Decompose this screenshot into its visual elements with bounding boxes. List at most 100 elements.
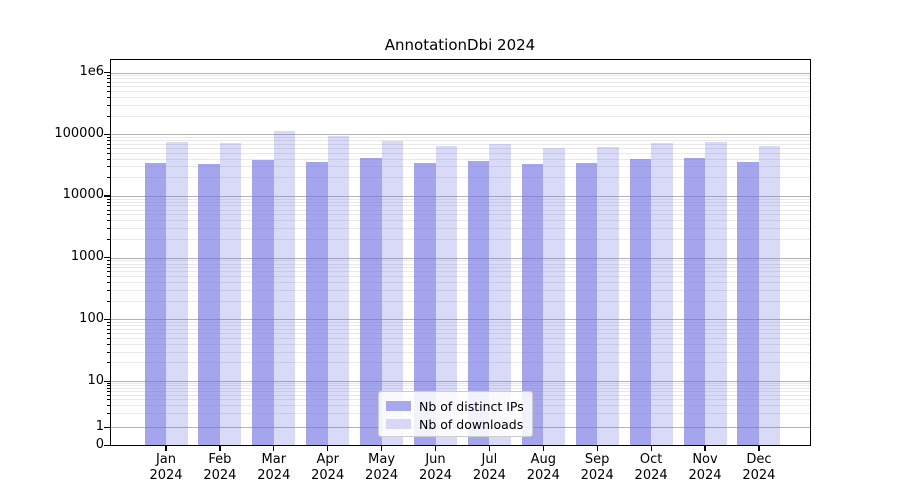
major-gridline <box>110 257 810 259</box>
minor-gridline <box>110 115 810 117</box>
x-tick-label: Mar 2024 <box>244 452 304 484</box>
bar-nb-of-distinct-ips-jun <box>414 162 436 445</box>
y-axis-tick <box>104 133 110 135</box>
minor-gridline <box>110 343 810 345</box>
y-axis-minor-tick <box>107 385 110 387</box>
y-axis-minor-tick <box>107 282 110 284</box>
minor-gridline <box>110 152 810 154</box>
month-label: Apr <box>316 452 339 467</box>
minor-gridline <box>110 91 810 93</box>
minor-gridline <box>110 276 810 278</box>
bar-nb-of-distinct-ips-may <box>360 157 382 445</box>
year-label: 2024 <box>688 468 722 483</box>
minor-gridline <box>110 220 810 222</box>
x-tick-label: Apr 2024 <box>298 452 358 484</box>
y-axis-minor-tick <box>107 325 110 327</box>
minor-gridline <box>110 201 810 203</box>
major-gridline <box>110 134 810 136</box>
y-axis-minor-tick <box>107 220 110 222</box>
minor-gridline <box>110 271 810 273</box>
y-axis-tick <box>104 195 110 197</box>
minor-gridline <box>110 214 810 216</box>
year-label: 2024 <box>472 468 506 483</box>
minor-gridline <box>110 332 810 334</box>
month-label: Jul <box>481 452 498 467</box>
y-axis-minor-tick <box>107 276 110 278</box>
minor-gridline <box>110 385 810 387</box>
y-axis-minor-tick <box>107 362 110 364</box>
bar-nb-of-distinct-ips-sep <box>575 163 598 445</box>
month-label: Jan <box>155 452 177 467</box>
y-axis-minor-tick <box>107 388 110 390</box>
bar-nb-of-downloads-apr <box>327 135 350 445</box>
y-axis-minor-tick <box>107 391 110 393</box>
bar-nb-of-downloads-jun <box>435 145 457 445</box>
x-tick-label: Jun 2024 <box>406 452 466 484</box>
legend-label-distinct-ips: Nb of distinct IPs <box>419 398 524 414</box>
bar-nb-of-distinct-ips-aug <box>521 163 544 445</box>
minor-gridline <box>110 158 810 160</box>
y-axis-minor-tick <box>107 383 110 385</box>
y-axis-minor-tick <box>107 343 110 345</box>
minor-gridline <box>110 97 810 99</box>
year-label: 2024 <box>203 468 237 483</box>
major-gridline <box>110 72 810 74</box>
month-label: Aug <box>530 452 556 467</box>
x-axis-tick <box>165 446 167 451</box>
minor-gridline <box>110 137 810 139</box>
x-tick-label: Jan 2024 <box>136 452 196 484</box>
month-label: Nov <box>692 452 718 467</box>
minor-gridline <box>110 82 810 84</box>
bar-nb-of-downloads-dec <box>758 145 781 445</box>
y-axis-minor-tick <box>107 332 110 334</box>
y-axis-minor-tick <box>107 198 110 200</box>
bar-nb-of-downloads-feb <box>219 143 242 445</box>
minor-gridline <box>110 325 810 327</box>
minor-gridline <box>110 78 810 80</box>
y-axis-minor-tick <box>107 413 110 415</box>
y-axis-tick <box>104 72 110 74</box>
y-axis-minor-tick <box>107 158 110 160</box>
minor-gridline <box>110 383 810 385</box>
bar-nb-of-downloads-aug <box>543 148 565 445</box>
y-tick-label: 0 <box>95 436 104 452</box>
minor-gridline <box>110 337 810 339</box>
minor-gridline <box>110 362 810 364</box>
y-tick-label: 1 <box>95 418 104 434</box>
major-gridline <box>110 381 810 382</box>
x-axis-tick <box>381 446 383 451</box>
minor-gridline <box>110 289 810 291</box>
x-tick-label: Nov 2024 <box>675 452 735 484</box>
x-axis-tick <box>542 446 544 451</box>
x-axis-tick <box>434 446 437 451</box>
minor-gridline <box>110 300 810 302</box>
y-axis-minor-tick <box>107 140 110 142</box>
month-label: Dec <box>746 452 772 467</box>
y-axis-minor-tick <box>107 86 110 88</box>
y-axis-minor-tick <box>107 78 110 80</box>
x-tick-label: Jul 2024 <box>459 452 519 484</box>
x-axis-tick <box>704 446 706 451</box>
x-axis-tick <box>650 446 652 451</box>
legend-label-downloads: Nb of downloads <box>419 416 524 432</box>
month-label: Sep <box>584 452 610 467</box>
major-gridline <box>110 319 810 321</box>
y-axis-minor-tick <box>107 115 110 117</box>
y-axis-tick <box>104 444 110 446</box>
legend-item-downloads: Nb of downloads <box>386 415 524 433</box>
legend-item-distinct-ips: Nb of distinct IPs <box>386 397 524 415</box>
minor-gridline <box>110 351 810 353</box>
y-axis-tick <box>104 257 110 259</box>
y-axis-minor-tick <box>107 337 110 339</box>
y-tick-label: 10000 <box>62 187 104 203</box>
y-tick-label: 100000 <box>54 125 104 141</box>
x-axis-tick <box>758 446 760 451</box>
minor-gridline <box>110 282 810 284</box>
minor-gridline <box>110 263 810 265</box>
y-tick-label: 100 <box>79 310 104 326</box>
x-tick-label: Dec 2024 <box>729 452 789 484</box>
major-gridline <box>110 195 810 197</box>
y-axis-minor-tick <box>107 351 110 353</box>
minor-gridline <box>110 104 810 106</box>
bar-nb-of-distinct-ips-nov <box>683 158 705 445</box>
